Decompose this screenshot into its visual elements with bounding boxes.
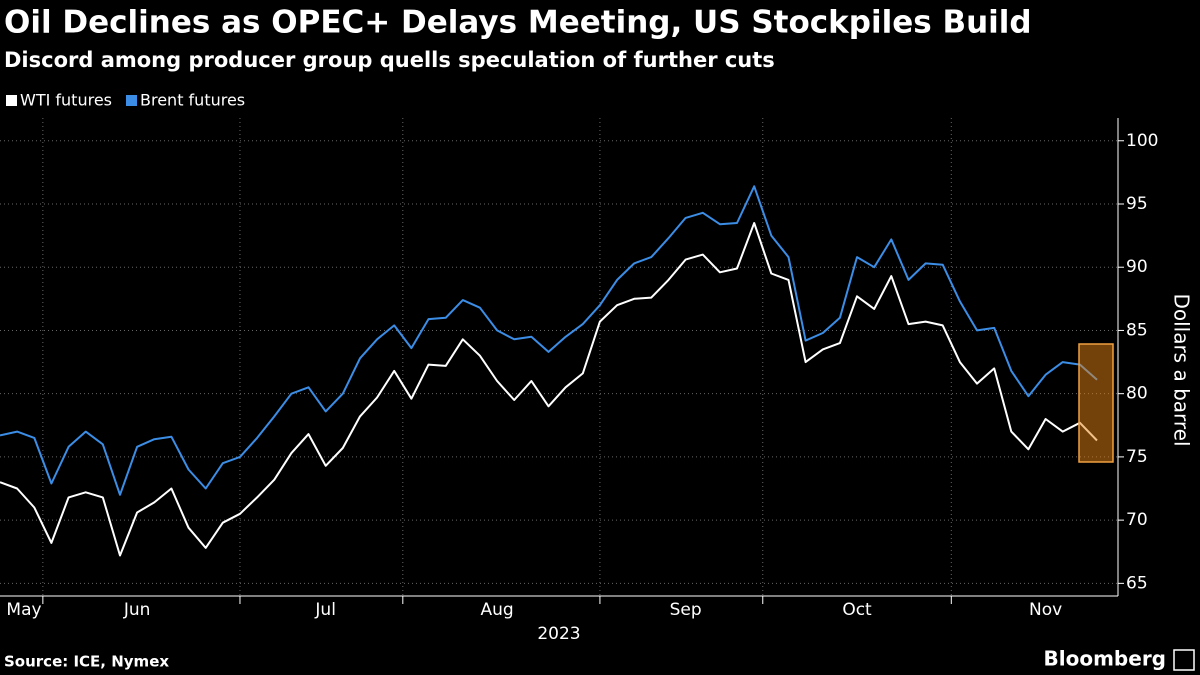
y-tick-label: 85 — [1126, 320, 1148, 340]
legend-swatch — [6, 95, 17, 106]
chart-title: Oil Declines as OPEC+ Delays Meeting, US… — [4, 5, 1032, 41]
x-axis-label: 2023 — [537, 624, 580, 644]
x-tick-label: Oct — [842, 600, 872, 620]
x-tick-label: Jun — [123, 600, 151, 620]
grid: 65 70 75 80 85 90 95 100 May Jun Jul Aug Sep Oct Nov — [0, 118, 1158, 620]
x-tick-label: Aug — [480, 600, 513, 620]
y-tick-label: 80 — [1126, 384, 1148, 404]
logo-icon — [1173, 649, 1195, 671]
legend-label: Brent futures — [140, 91, 245, 110]
legend-swatch — [126, 95, 137, 106]
y-tick-label: 70 — [1126, 510, 1148, 530]
legend-label: WTI futures — [20, 91, 112, 110]
y-tick-label: 95 — [1126, 194, 1148, 214]
x-tick-label: Jul — [314, 600, 336, 620]
source: Source: ICE, Nymex — [4, 653, 169, 671]
x-tick-label: Sep — [670, 600, 702, 620]
line — [0, 185, 1098, 496]
highlight-box — [1078, 343, 1114, 463]
y-tick-label: 90 — [1126, 257, 1148, 277]
y-tick-label: 75 — [1126, 447, 1148, 467]
plot — [0, 185, 1098, 557]
x-tick-label: May — [6, 600, 41, 620]
x-tick-label: Nov — [1029, 600, 1062, 620]
line — [0, 222, 1098, 557]
chart-subtitle: Discord among producer group quells spec… — [4, 48, 775, 72]
legend: WTI futures Brent futures — [6, 91, 245, 110]
logo: Bloomberg — [1044, 647, 1166, 671]
y-tick-label: 65 — [1126, 573, 1148, 593]
y-axis-label: Dollars a barrel — [1170, 293, 1194, 446]
y-tick-label: 100 — [1126, 131, 1158, 151]
